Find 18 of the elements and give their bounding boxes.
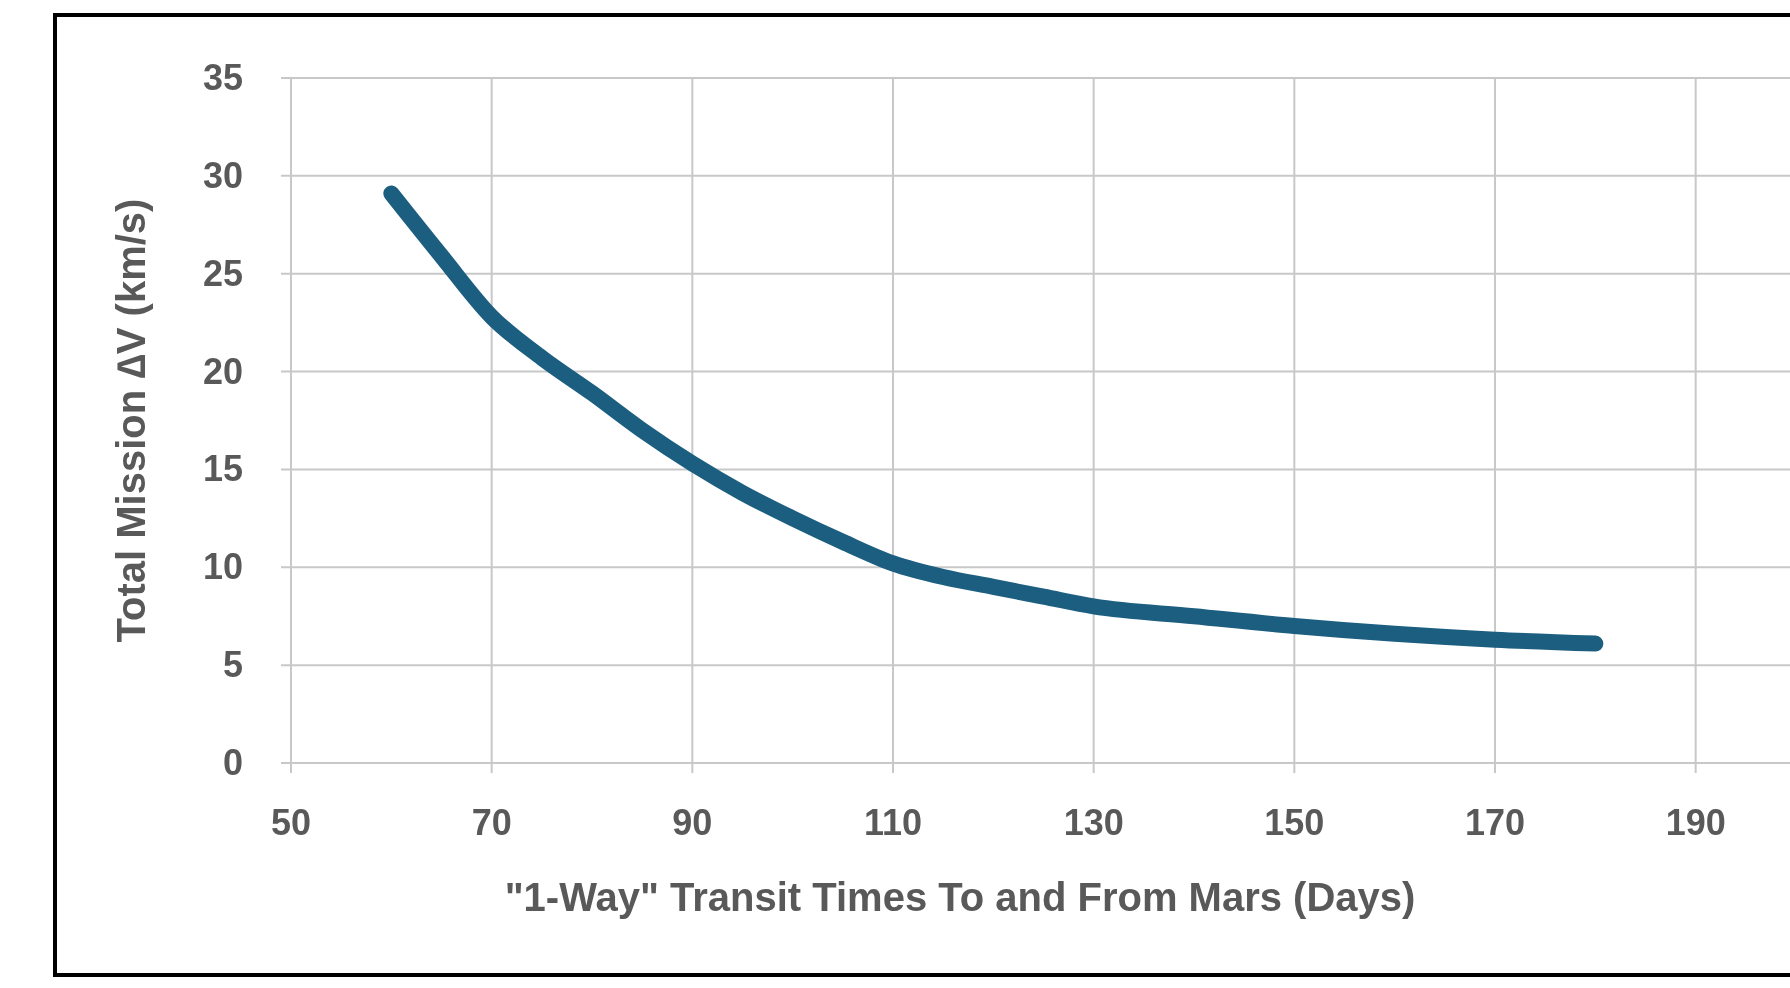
x-tick-label: 170 (1464, 802, 1526, 843)
y-tick-label: 35 (202, 57, 243, 98)
y-tick-label: 20 (202, 350, 243, 392)
x-tick-label: 110 (863, 802, 923, 843)
x-axis-title: "1-Way" Transit Times To and From Mars (Days) (504, 875, 1416, 919)
y-tick-label: 0 (222, 742, 243, 783)
y-tick-label: 25 (202, 252, 243, 294)
y-axis-title: Total Mission ∆V (km/s) (109, 198, 153, 643)
x-tick-label: 90 (672, 802, 713, 843)
x-tick-label: 50 (270, 802, 312, 843)
y-tick-label: 15 (202, 448, 243, 490)
x-tick-label: 190 (1665, 802, 1726, 843)
y-tick-label: 10 (202, 546, 243, 588)
y-tick-label: 5 (222, 644, 243, 686)
x-tick-label: 130 (1063, 802, 1124, 843)
y-tick-label: 30 (202, 154, 243, 196)
x-tick-label: 150 (1264, 802, 1325, 843)
x-tick-label: 70 (471, 802, 512, 843)
